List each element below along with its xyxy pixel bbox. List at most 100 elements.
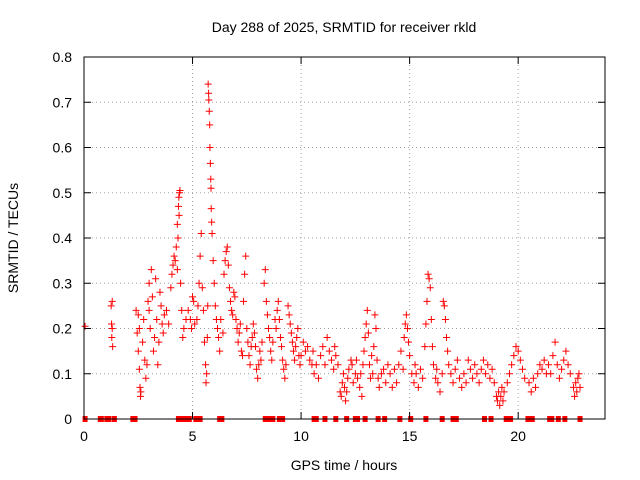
x-tick-label: 10: [293, 428, 309, 444]
data-point: [203, 334, 211, 342]
data-point: [330, 365, 338, 373]
data-point: [390, 365, 398, 373]
data-point: [433, 365, 441, 373]
data-point: [508, 361, 516, 369]
data-point: [134, 311, 142, 319]
data-point: [208, 229, 216, 237]
data-point: [297, 352, 305, 360]
data-point: [393, 379, 401, 387]
x-tick-label: 15: [402, 428, 418, 444]
data-point: [136, 383, 144, 391]
data-point: [338, 379, 346, 387]
data-point: [178, 306, 186, 314]
data-point: [421, 343, 429, 351]
data-point: [265, 325, 273, 332]
data-point: [365, 361, 373, 369]
data-point: [434, 379, 442, 387]
data-point: [294, 325, 302, 332]
data-point: [332, 352, 340, 360]
data-point: [456, 374, 464, 382]
data-point: [168, 270, 176, 278]
data-point: [190, 297, 198, 305]
y-tick-label: 0.7: [53, 94, 73, 110]
data-point: [199, 306, 207, 314]
data-point: [280, 365, 288, 373]
data-point: [148, 293, 156, 301]
data-point: [572, 379, 580, 387]
data-point: [540, 356, 548, 364]
data-point: [386, 370, 394, 378]
data-point: [255, 361, 263, 369]
data-point: [490, 379, 498, 387]
data-point: [246, 361, 254, 369]
data-point: [149, 347, 157, 355]
data-point: [207, 184, 215, 192]
y-tick-label: 0.5: [53, 185, 73, 201]
data-point: [141, 356, 149, 364]
data-point: [403, 325, 411, 332]
data-point: [512, 343, 520, 351]
data-point: [174, 202, 182, 210]
data-point: [484, 361, 492, 369]
data-point: [358, 392, 366, 400]
data-point: [238, 352, 246, 360]
data-point: [273, 306, 281, 314]
data-point: [466, 365, 474, 373]
chart-title: Day 288 of 2025, SRMTID for receiver rkl…: [212, 19, 477, 35]
data-point: [306, 356, 314, 364]
data-point: [288, 338, 296, 346]
data-point: [441, 315, 449, 323]
data-point: [405, 338, 413, 346]
data-point: [416, 365, 424, 373]
data-point: [505, 370, 513, 378]
data-point: [304, 343, 312, 351]
data-point: [153, 315, 161, 323]
data-point: [108, 325, 116, 332]
data-point: [359, 361, 367, 369]
data-point: [133, 329, 141, 337]
data-point: [545, 361, 553, 369]
data-point: [132, 306, 140, 314]
data-point: [458, 383, 466, 391]
data-point: [286, 320, 294, 328]
ticks-layer: 0 0.1 0.2 0.3 0.4 0.5 0.6 0.7 0.8 0 5 10 15 20: [53, 49, 605, 444]
data-point: [267, 347, 275, 355]
y-tick-label: 0.1: [53, 366, 73, 382]
data-point: [222, 248, 230, 256]
data-point: [460, 370, 468, 378]
data-point: [162, 306, 170, 314]
data-point: [260, 279, 268, 287]
data-point: [250, 329, 258, 337]
data-point: [202, 361, 210, 369]
data-point: [377, 370, 385, 378]
data-point: [198, 284, 206, 292]
data-point: [362, 320, 370, 328]
data-point: [203, 370, 211, 378]
data-point: [571, 392, 579, 400]
data-point: [425, 275, 433, 283]
data-point: [422, 320, 430, 328]
data-point: [204, 302, 212, 310]
data-point: [173, 220, 181, 228]
data-point: [234, 338, 242, 346]
data-point: [189, 293, 197, 301]
data-point: [224, 261, 232, 269]
data-point: [193, 315, 201, 323]
data-point: [430, 361, 438, 369]
data-point: [462, 379, 470, 387]
data-point: [354, 374, 362, 382]
data-point: [169, 261, 177, 269]
data-point: [410, 379, 418, 387]
data-point: [152, 275, 160, 283]
data-point: [401, 320, 409, 328]
data-point: [339, 370, 347, 378]
data-point: [547, 370, 555, 378]
data-point: [553, 361, 561, 369]
data-point: [285, 311, 293, 319]
data-point: [414, 383, 422, 391]
data-point: [194, 302, 202, 310]
data-point: [575, 370, 583, 378]
data-point: [538, 365, 546, 373]
data-point: [243, 325, 251, 332]
